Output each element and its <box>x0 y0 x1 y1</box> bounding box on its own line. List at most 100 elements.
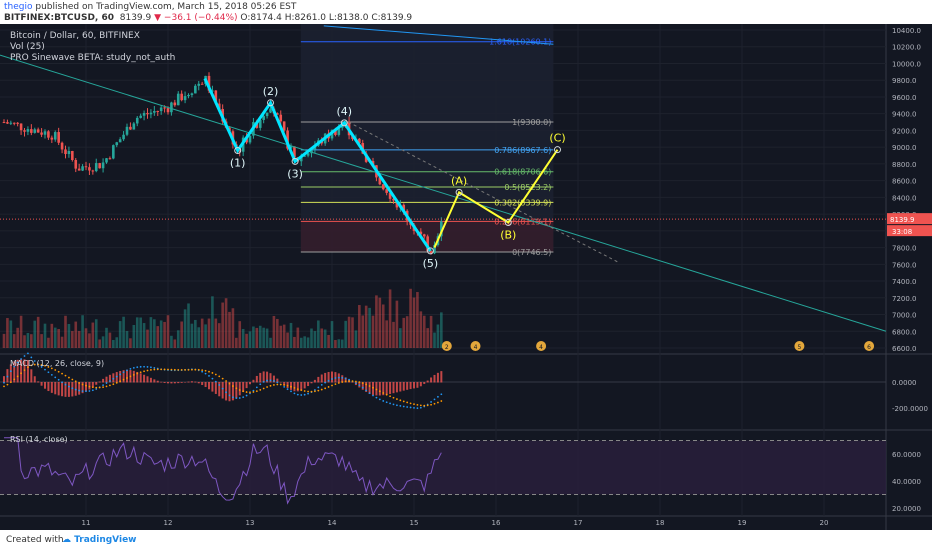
volume-bar <box>60 336 64 348</box>
macd-histogram-bar <box>252 379 255 383</box>
candle <box>402 204 406 211</box>
signal-line-point <box>30 364 33 367</box>
volume-bar <box>129 338 132 348</box>
time-tick: 16 <box>492 519 501 527</box>
macd-histogram-bar <box>436 372 439 383</box>
macd-histogram-bar <box>242 382 245 392</box>
macd-line-point <box>214 380 217 383</box>
signal-line-point <box>317 389 320 392</box>
volume-bar <box>361 315 365 348</box>
macd-histogram-bar <box>47 382 50 392</box>
volume-bar <box>289 322 293 348</box>
countdown-tag <box>887 225 932 237</box>
trend-line <box>323 25 554 45</box>
macd-histogram-bar <box>33 376 36 383</box>
volume-bar <box>166 315 170 348</box>
signal-line-point <box>262 387 265 390</box>
wave-label: (2) <box>263 85 279 98</box>
rsi-tick: 60.0000 <box>892 451 921 459</box>
volume-bar <box>16 327 19 348</box>
rsi-line <box>4 437 442 505</box>
macd-line-point <box>402 405 405 408</box>
signal-line-point <box>221 377 224 380</box>
macd-line-point <box>139 365 142 368</box>
macd-histogram-bar <box>389 382 392 394</box>
fib-label: 0(7746.5) <box>512 248 551 257</box>
signal-line-point <box>143 370 145 373</box>
volume-bar <box>282 324 286 348</box>
macd-histogram-bar <box>385 382 388 395</box>
candle <box>40 132 43 135</box>
candle <box>88 167 91 171</box>
signal-line-point <box>334 383 337 386</box>
macd-histogram-bar <box>26 360 29 383</box>
macd-histogram-bar <box>194 381 197 383</box>
signal-line-point <box>368 385 371 387</box>
event-icon <box>794 341 805 351</box>
macd-line-point <box>61 381 63 384</box>
price-chart[interactable]: 1.618(10260.1) 1(9300.0) 0.786(8967.6) 0.61… <box>0 24 932 530</box>
macd-histogram-bar <box>430 377 433 383</box>
event-icon <box>470 341 481 351</box>
signal-line-point <box>331 384 333 387</box>
event-icon <box>864 341 875 351</box>
macd-histogram-bar <box>44 382 46 389</box>
macd-histogram-bar <box>313 379 316 383</box>
volume-bar <box>153 319 156 348</box>
macd-histogram-bar <box>173 382 176 384</box>
signal-line-point <box>310 390 313 393</box>
signal-line-point <box>47 366 50 368</box>
created-with-text: Created with <box>6 535 64 545</box>
macd-line-point <box>16 361 19 364</box>
volume-bar <box>200 318 204 348</box>
candle <box>248 135 252 143</box>
signal-line-point <box>136 372 139 375</box>
signal-line-point <box>327 386 330 388</box>
volume-bar <box>105 327 108 348</box>
rsi-band <box>0 440 886 495</box>
volume-bar <box>88 333 91 348</box>
macd-histogram-bar <box>71 382 74 397</box>
candle <box>125 126 129 135</box>
candle <box>135 117 139 124</box>
volume-bar <box>142 323 146 348</box>
ohlc-open: O:8174.4 <box>240 13 282 23</box>
time-tick: 19 <box>738 519 747 527</box>
candle <box>53 132 57 140</box>
signal-line-point <box>303 390 306 392</box>
signal-line-point <box>33 363 36 366</box>
candle <box>77 168 81 171</box>
macd-histogram-bar <box>184 382 187 383</box>
signal-line-point <box>249 391 251 394</box>
footer: Created with ☁ TradingView <box>0 530 932 550</box>
macd-line-point <box>269 379 272 382</box>
signal-line-point <box>85 384 87 387</box>
publish-info: published on TradingView.com, March 15, … <box>35 2 297 12</box>
macd-line-point <box>296 393 299 396</box>
time-tick: 20 <box>820 519 829 527</box>
macd-line-point <box>20 358 22 360</box>
abc-point <box>504 218 512 226</box>
signal-line-point <box>266 386 268 388</box>
signal-line-point <box>235 387 238 390</box>
volume-bar <box>43 323 47 348</box>
time-tick: 15 <box>410 519 419 527</box>
macd-histogram-bar <box>331 371 333 383</box>
ohlc-high: H:8261.0 <box>284 13 327 23</box>
volume-bar <box>81 315 84 348</box>
volume-bar <box>180 321 183 348</box>
volume-bar <box>6 318 9 348</box>
macd-histogram-bar <box>3 376 5 383</box>
macd-histogram-bar <box>143 374 146 383</box>
volume-bar <box>299 337 303 348</box>
macd-histogram-bar <box>293 382 296 392</box>
price-tick: 10200.0 <box>892 44 921 52</box>
tradingview-brand: TradingView <box>74 535 137 545</box>
author-link[interactable]: thegio <box>4 2 33 12</box>
macd-histogram-bar <box>272 375 275 383</box>
candle <box>156 110 160 112</box>
macd-line-point <box>283 385 286 388</box>
tradingview-logo[interactable]: ☁ TradingView <box>62 535 137 545</box>
volume-bar <box>375 295 378 348</box>
macd-line-point <box>54 376 57 379</box>
